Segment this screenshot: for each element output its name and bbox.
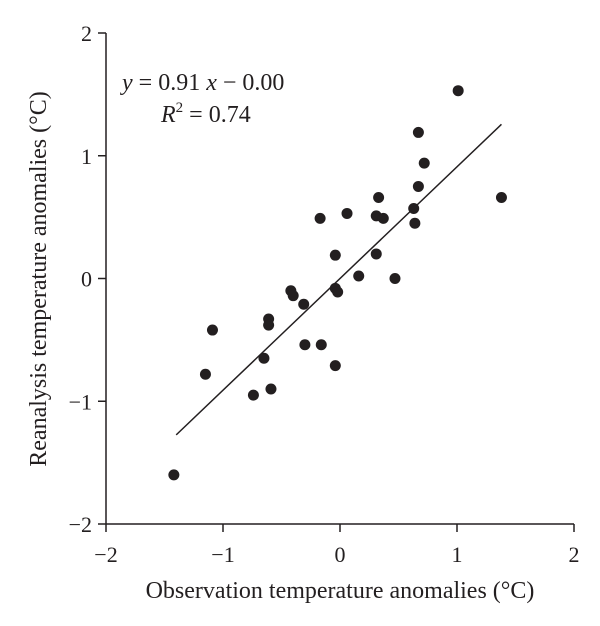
axes: −2 −1 0 1 2 −2 −1 0 1 2 [69,21,580,567]
equation-x-var: x [205,70,217,96]
equation-tail: − 0.00 [217,70,285,96]
y-tick-label: −2 [69,512,92,537]
y-tick-label: 0 [81,267,92,292]
data-point [412,180,424,192]
data-point [265,383,277,395]
data-point [299,339,311,351]
data-point [373,191,385,203]
data-point [408,203,420,215]
data-point [329,249,341,261]
r-squared-value: = 0.74 [183,102,251,128]
data-point [452,85,464,97]
data-point [409,217,421,229]
r-squared-annotation: R2 = 0.74 [160,100,251,128]
data-point [199,368,211,380]
x-tick-label: 1 [452,542,463,567]
regression-line-group [175,123,502,436]
y-axis-label: Reanalysis temperature anomalies (°C) [26,91,52,466]
x-tick-label: 2 [569,542,580,567]
equation-mid: = 0.91 [133,70,207,96]
r-squared-var: R [160,102,176,128]
data-point [412,126,424,138]
x-tick-label: −1 [211,542,234,567]
y-tick-label: 1 [81,144,92,169]
data-point [332,286,344,298]
r-squared-exponent: 2 [176,100,184,116]
y-tick-label: −1 [69,389,92,414]
data-point [329,360,341,372]
x-axis-label: Observation temperature anomalies (°C) [146,578,535,604]
data-point [206,324,218,336]
data-point [287,290,299,302]
data-point [298,298,310,310]
data-point [418,157,430,169]
data-point [370,248,382,260]
data-point [315,339,327,351]
data-point [389,273,401,284]
data-point [353,270,365,282]
equation-y-var: y [120,70,133,96]
data-point [247,389,259,401]
data-point [258,352,270,364]
x-tick-label: −2 [94,542,117,567]
data-point [168,469,180,481]
regression-line [175,123,502,436]
y-tick-label: 2 [81,21,92,46]
data-point [341,207,353,219]
x-tick-label: 0 [335,542,346,567]
equation-annotation: y = 0.91 x − 0.00 [120,70,284,96]
data-point [263,319,275,331]
data-point [377,212,389,224]
data-point [314,212,326,224]
data-point [495,191,507,203]
data-points [168,85,507,481]
